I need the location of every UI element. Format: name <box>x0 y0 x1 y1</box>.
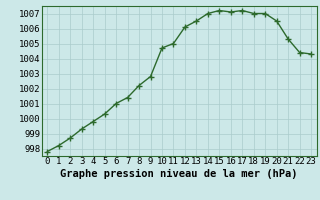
X-axis label: Graphe pression niveau de la mer (hPa): Graphe pression niveau de la mer (hPa) <box>60 169 298 179</box>
